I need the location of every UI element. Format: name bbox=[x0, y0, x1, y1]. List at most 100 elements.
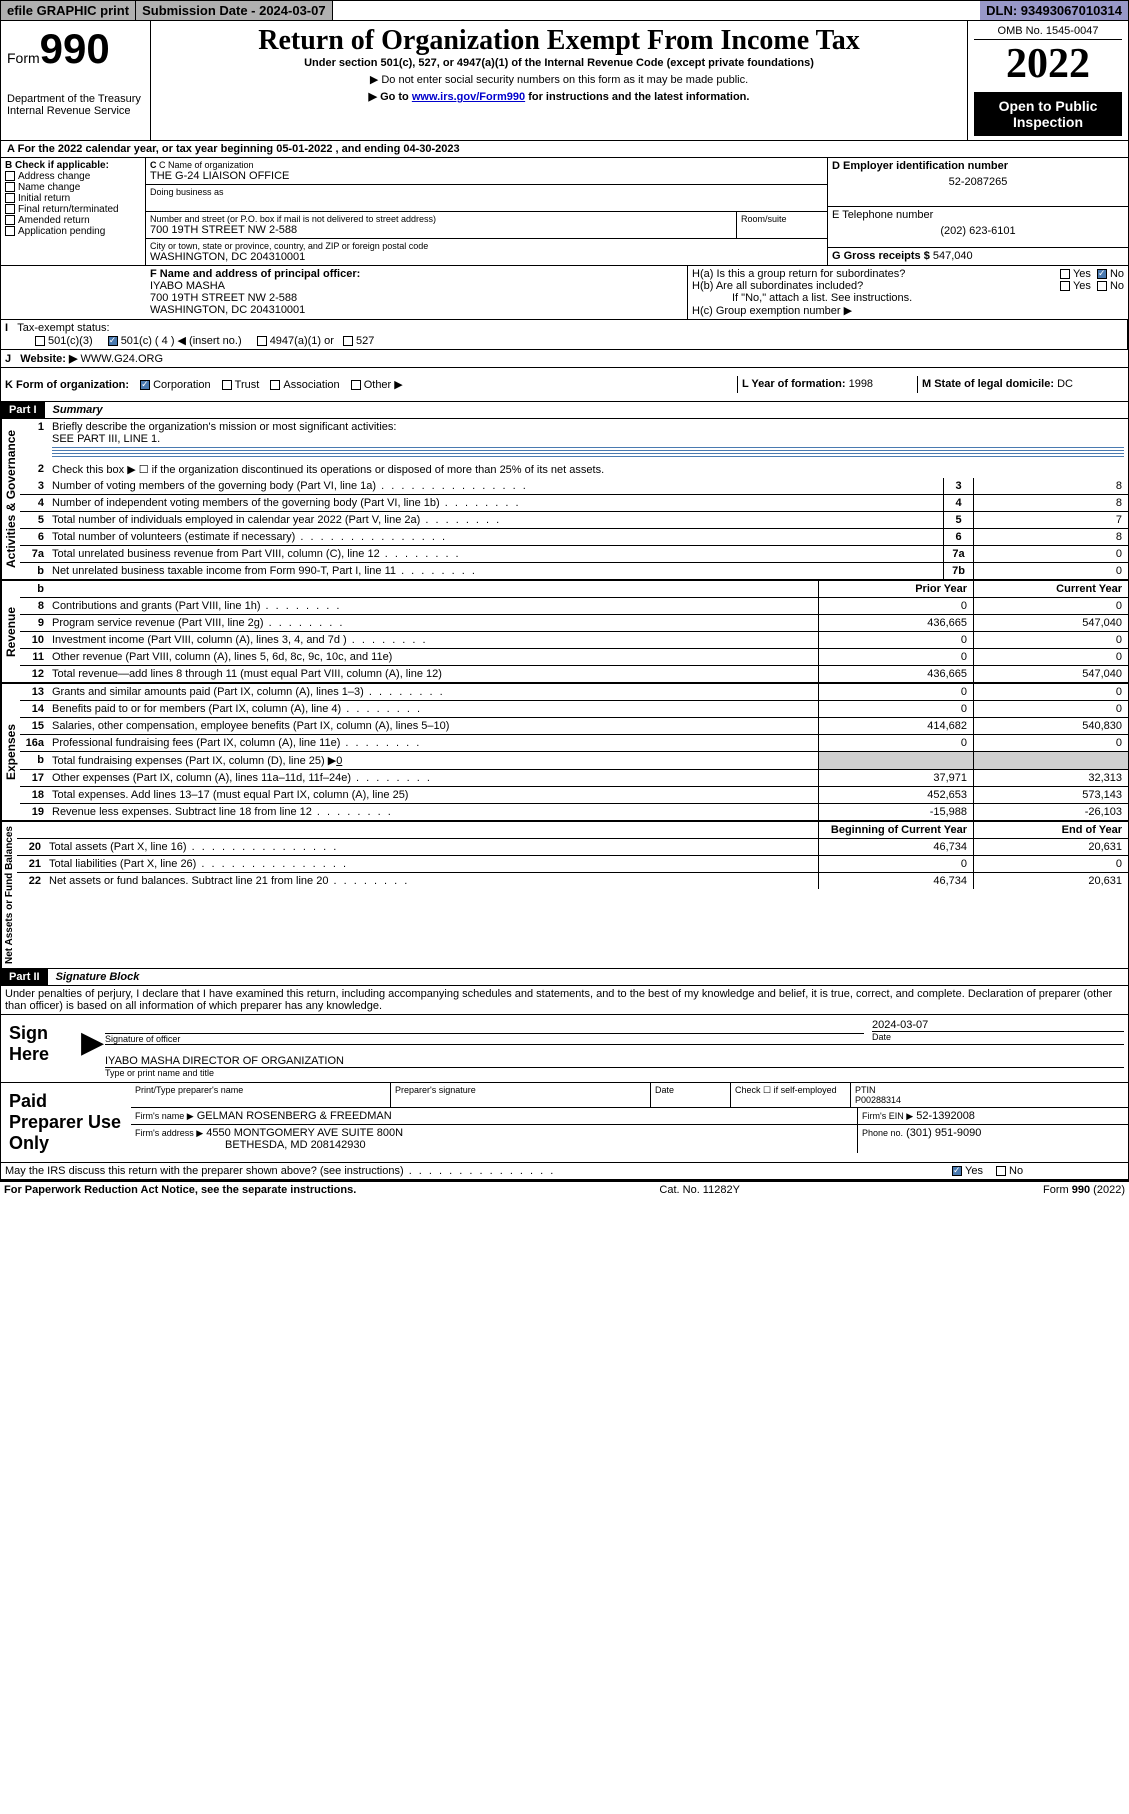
line1-val: SEE PART III, LINE 1. bbox=[52, 433, 160, 445]
section-bcdeg: B Check if applicable: Address change Na… bbox=[0, 158, 1129, 266]
l11p: 0 bbox=[818, 649, 973, 665]
penalty-text: Under penalties of perjury, I declare th… bbox=[0, 986, 1129, 1015]
line6: Total number of volunteers (estimate if … bbox=[48, 529, 943, 545]
note-link: ▶ Go to www.irs.gov/Form990 for instruct… bbox=[157, 90, 961, 103]
b-opt-0[interactable]: Address change bbox=[5, 171, 141, 182]
net-assets: Net Assets or Fund Balances Beginning of… bbox=[0, 822, 1129, 969]
vtab-gov: Activities & Governance bbox=[1, 419, 20, 579]
l12p: 436,665 bbox=[818, 666, 973, 682]
phone: (202) 623-6101 bbox=[832, 225, 1124, 237]
phone-label: Phone no. bbox=[862, 1128, 903, 1138]
line18: Total expenses. Add lines 13–17 (must eq… bbox=[48, 787, 818, 803]
form-title: Return of Organization Exempt From Incom… bbox=[157, 25, 961, 57]
eoy-head: End of Year bbox=[973, 822, 1128, 838]
self-emp[interactable]: Check ☐ if self-employed bbox=[731, 1083, 851, 1107]
l16ac: 0 bbox=[973, 735, 1128, 751]
header-left: Form990 Department of the Treasury Inter… bbox=[1, 21, 151, 140]
line21: Total liabilities (Part X, line 26) bbox=[45, 856, 818, 872]
l-label: L Year of formation: bbox=[742, 378, 846, 390]
footer-cat: Cat. No. 11282Y bbox=[659, 1184, 740, 1196]
l14c: 0 bbox=[973, 701, 1128, 717]
l16bp bbox=[818, 752, 973, 769]
b-opt-5[interactable]: Application pending bbox=[5, 226, 141, 237]
name-label: Type or print name and title bbox=[105, 1068, 1124, 1078]
e-label: E Telephone number bbox=[832, 209, 1124, 221]
col-b: B Check if applicable: Address change Na… bbox=[1, 158, 146, 265]
hc-label: H(c) Group exemption number ▶ bbox=[692, 304, 1124, 317]
b-opt-3[interactable]: Final return/terminated bbox=[5, 204, 141, 215]
officer-addr1: 700 19TH STREET NW 2-588 bbox=[150, 292, 683, 304]
b-opt-4[interactable]: Amended return bbox=[5, 215, 141, 226]
f-label: F Name and address of principal officer: bbox=[150, 268, 683, 280]
note-ssn: ▶ Do not enter social security numbers o… bbox=[157, 73, 961, 86]
j-label: Website: ▶ bbox=[20, 353, 77, 365]
prior-year-head: Prior Year bbox=[818, 581, 973, 597]
i-4947[interactable]: 4947(a)(1) or bbox=[257, 335, 334, 347]
part1-tag: Part I bbox=[1, 402, 45, 418]
line20: Total assets (Part X, line 16) bbox=[45, 839, 818, 855]
g-label: G Gross receipts $ bbox=[832, 250, 930, 262]
discuss-row: May the IRS discuss this return with the… bbox=[0, 1163, 1129, 1180]
firm-name: GELMAN ROSENBERG & FREEDMAN bbox=[197, 1110, 392, 1122]
irs-link[interactable]: www.irs.gov/Form990 bbox=[412, 91, 525, 103]
current-year-head: Current Year bbox=[973, 581, 1128, 597]
discuss-no[interactable]: No bbox=[996, 1165, 1023, 1177]
date-label: Date bbox=[872, 1032, 1124, 1042]
sig-officer-label: Signature of officer bbox=[105, 1034, 864, 1044]
i-501c[interactable]: 501(c) ( 4 ) ◀ (insert no.) bbox=[108, 335, 242, 347]
l14p: 0 bbox=[818, 701, 973, 717]
year-formed: 1998 bbox=[849, 378, 873, 390]
i-501c3[interactable]: 501(c)(3) bbox=[35, 335, 93, 347]
city-label: City or town, state or province, country… bbox=[150, 241, 823, 251]
line16b: Total fundraising expenses (Part IX, col… bbox=[48, 752, 818, 769]
line10: Investment income (Part VIII, column (A)… bbox=[48, 632, 818, 648]
sign-block: Sign Here ▶ Signature of officer 2024-03… bbox=[0, 1015, 1129, 1083]
i-527[interactable]: 527 bbox=[343, 335, 374, 347]
efile-label[interactable]: efile GRAPHIC print bbox=[1, 1, 136, 20]
l9p: 436,665 bbox=[818, 615, 973, 631]
topbar-spacer bbox=[333, 1, 981, 20]
gross-receipts: 547,040 bbox=[933, 250, 973, 262]
l8p: 0 bbox=[818, 598, 973, 614]
ptin-label: PTIN bbox=[855, 1085, 876, 1095]
vtab-rev: Revenue bbox=[1, 581, 20, 682]
officer-name-title: IYABO MASHA DIRECTOR OF ORGANIZATION bbox=[105, 1055, 1124, 1067]
footer: For Paperwork Reduction Act Notice, see … bbox=[0, 1180, 1129, 1198]
l20p: 46,734 bbox=[818, 839, 973, 855]
paid-label: Paid Preparer Use Only bbox=[1, 1083, 131, 1162]
l20c: 20,631 bbox=[973, 839, 1128, 855]
line3: Number of voting members of the governin… bbox=[48, 478, 943, 494]
ha-yes[interactable]: Yes bbox=[1060, 268, 1091, 280]
line7a: Total unrelated business revenue from Pa… bbox=[48, 546, 943, 562]
street: 700 19TH STREET NW 2-588 bbox=[150, 224, 732, 236]
header-right: OMB No. 1545-0047 2022 Open to Public In… bbox=[968, 21, 1128, 140]
k-trust[interactable]: Trust bbox=[222, 379, 260, 391]
vtab-exp: Expenses bbox=[1, 684, 20, 820]
b-opt-2[interactable]: Initial return bbox=[5, 193, 141, 204]
discuss-yes[interactable]: Yes bbox=[952, 1165, 983, 1177]
b-opt-1[interactable]: Name change bbox=[5, 182, 141, 193]
submission-date: Submission Date - 2024-03-07 bbox=[136, 1, 333, 20]
line8: Contributions and grants (Part VIII, lin… bbox=[48, 598, 818, 614]
prep-sig-label: Preparer's signature bbox=[391, 1083, 651, 1107]
hb-yes[interactable]: Yes bbox=[1060, 280, 1091, 292]
l13p: 0 bbox=[818, 684, 973, 700]
line12: Total revenue—add lines 8 through 11 (mu… bbox=[48, 666, 818, 682]
line2: Check this box ▶ ☐ if the organization d… bbox=[48, 461, 1128, 478]
c-name-label: C C Name of organization bbox=[150, 160, 823, 170]
k-other[interactable]: Other ▶ bbox=[351, 379, 403, 391]
k-assoc[interactable]: Association bbox=[270, 379, 339, 391]
k-corp[interactable]: Corporation bbox=[140, 379, 210, 391]
line4-val: 8 bbox=[973, 495, 1128, 511]
ha-label: H(a) Is this a group return for subordin… bbox=[692, 268, 1060, 280]
hb-no[interactable]: No bbox=[1097, 280, 1124, 292]
topbar: efile GRAPHIC print Submission Date - 20… bbox=[0, 0, 1129, 21]
room-label: Room/suite bbox=[741, 214, 823, 224]
inspection-badge: Open to Public Inspection bbox=[974, 92, 1122, 136]
ha-no[interactable]: No bbox=[1097, 268, 1124, 280]
line4: Number of independent voting members of … bbox=[48, 495, 943, 511]
l10c: 0 bbox=[973, 632, 1128, 648]
ein: 52-2087265 bbox=[832, 176, 1124, 188]
l18c: 573,143 bbox=[973, 787, 1128, 803]
line19: Revenue less expenses. Subtract line 18 … bbox=[48, 804, 818, 820]
